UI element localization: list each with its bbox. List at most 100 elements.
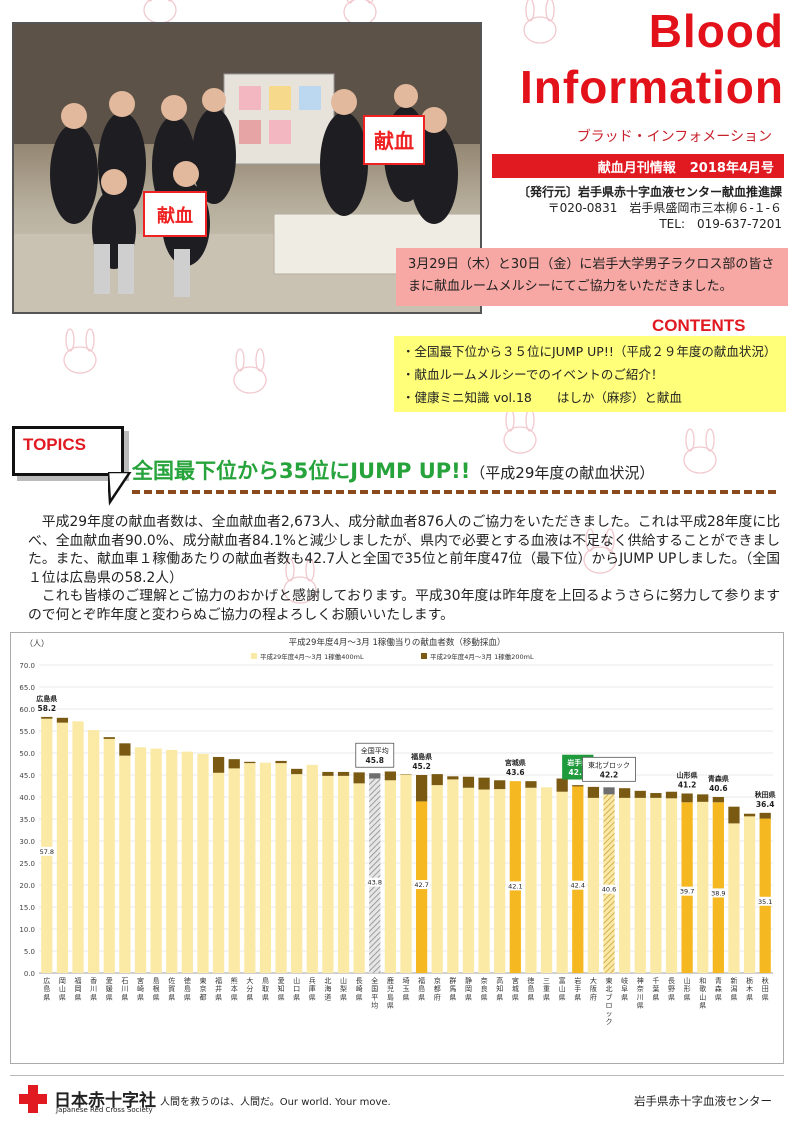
- x-tick-label: 宮崎県: [137, 976, 144, 1001]
- article-paragraph: これも皆様のご理解とご協力のおかげと感謝しております。平成30年度は昨年度を上回…: [28, 588, 780, 623]
- bar-400ml: [447, 779, 459, 973]
- annotation-label: 全国平均: [361, 746, 389, 755]
- bar-400ml: [212, 772, 225, 973]
- bar-400ml: [728, 823, 740, 973]
- annotation-label: 岩手県: [566, 758, 588, 767]
- x-tick-label: 千葉県: [652, 976, 659, 1001]
- bar-400ml: [431, 785, 443, 973]
- bar-400ml: [181, 751, 193, 973]
- annotation-value: 43.6: [506, 768, 525, 777]
- inner-label-bg: [679, 886, 696, 896]
- x-tick-label: 東京都: [199, 976, 206, 1001]
- x-tick-label: 福島県: [418, 976, 425, 1001]
- bar-400ml: [291, 774, 303, 973]
- x-tick-label: 佐賀県: [168, 976, 175, 1001]
- x-tick-label: 福岡県: [75, 976, 82, 1001]
- bar-200ml: [56, 717, 69, 723]
- x-tick-label: 和歌山県: [699, 976, 706, 1010]
- bar-400ml: [665, 798, 678, 973]
- topics-fold-icon: [108, 472, 132, 506]
- lacrosse-team-photo: 献血 献血: [12, 22, 482, 314]
- topics-headline: 全国最下位から35位にJUMP UP!!（平成29年度の献血状況）: [132, 455, 654, 485]
- inner-label-bg: [757, 896, 774, 906]
- article-paragraph: 平成29年度の献血者数は、全血献血者2,673人、成分献血者876人のご協力をい…: [28, 514, 780, 586]
- bar-400ml: [384, 780, 397, 973]
- inner-value-label: 57.8: [40, 848, 54, 856]
- y-tick-label: 40.0: [19, 794, 35, 802]
- annotation-label: 青森県: [708, 774, 729, 783]
- bar-400ml: [587, 797, 600, 973]
- footer-org-name: 日本赤十字社: [54, 1091, 156, 1111]
- issue-bar: 献血月刊情報 2018年4月号: [492, 154, 784, 178]
- bar-200ml: [634, 790, 646, 798]
- x-tick-label: 宮城県: [512, 976, 519, 1001]
- bar-400ml: [759, 818, 771, 973]
- x-tick-label: 埼玉県: [403, 976, 410, 1001]
- annotation-label: 秋田県: [755, 790, 776, 799]
- masthead-title-information: Information: [520, 61, 784, 113]
- bar-400ml: [56, 722, 69, 973]
- x-tick-label: 青森県: [715, 976, 722, 1001]
- y-tick-label: 5.0: [24, 948, 35, 956]
- y-tick-label: 50.0: [19, 750, 35, 758]
- x-tick-label: 新潟県: [730, 976, 737, 1001]
- bar-200ml: [462, 776, 475, 788]
- inner-label-bg: [569, 880, 586, 890]
- x-tick-label: 兵庫県: [309, 976, 316, 1001]
- x-tick-label: 愛媛県: [106, 976, 113, 1001]
- inner-value-label: 43.8: [368, 879, 382, 887]
- y-tick-label: 60.0: [19, 706, 35, 714]
- y-tick-label: 25.0: [19, 860, 35, 868]
- x-tick-label: 石川県: [121, 977, 128, 1001]
- inner-value-label: 38.9: [711, 889, 725, 897]
- bar-400ml: [509, 781, 521, 973]
- legend-swatch: [421, 653, 427, 659]
- annotation-value: 45.8: [366, 756, 385, 765]
- bar-200ml: [665, 791, 678, 799]
- x-tick-label: 広島県: [43, 976, 50, 1001]
- bar-200ml: [712, 797, 724, 803]
- footer-divider: [10, 1075, 784, 1076]
- publisher-org: 〔発行元〕岩手県赤十字血液センター献血推進課: [517, 185, 782, 199]
- x-tick-label: 大阪府: [590, 976, 597, 1001]
- bar-200ml: [447, 776, 459, 780]
- y-tick-label: 0.0: [24, 970, 35, 978]
- contents-title: CONTENTS: [652, 316, 746, 335]
- bar-400ml: [478, 789, 490, 973]
- bar-200ml: [494, 780, 506, 790]
- legend-label: 平成29年度4月～3月 1稼働400mL: [260, 652, 364, 661]
- bar-200ml: [415, 775, 428, 802]
- footer-center-name: 岩手県赤十字血液センター: [634, 1094, 772, 1108]
- bar-200ml: [587, 786, 600, 798]
- x-tick-label: 山梨県: [340, 976, 347, 1001]
- inner-value-label: 42.4: [571, 882, 585, 890]
- topics-label: TOPICS: [23, 435, 86, 454]
- inner-label-bg: [710, 888, 727, 898]
- bar-200ml: [337, 771, 350, 776]
- masthead-title-blood: Blood: [648, 5, 784, 57]
- bar-400ml: [72, 721, 84, 973]
- inner-label-bg: [366, 877, 383, 887]
- bar-400ml: [697, 801, 709, 973]
- footer-slogan: 人間を救うのは、人間だ。Our world. Your move.: [160, 1097, 391, 1108]
- x-tick-label: 愛知県: [278, 976, 285, 1001]
- y-tick-label: 35.0: [19, 816, 35, 824]
- bar-200ml: [697, 794, 709, 802]
- x-tick-label: 徳島県: [184, 976, 191, 1001]
- bar-400ml: [712, 802, 724, 973]
- bar-400ml: [103, 738, 115, 973]
- x-tick-label: 栃木県: [746, 976, 753, 1001]
- annotation-value: 36.4: [756, 800, 775, 809]
- bar-200ml: [478, 777, 490, 790]
- x-tick-label: 熊本県: [231, 976, 238, 1001]
- x-tick-label: 香川県: [90, 976, 97, 1001]
- bar-200ml: [650, 793, 662, 798]
- y-tick-label: 65.0: [19, 684, 35, 692]
- y-tick-label: 20.0: [19, 882, 35, 890]
- x-tick-label: 北海道: [324, 977, 331, 1001]
- bar-200ml: [681, 793, 693, 803]
- chart-title: 平成29年度4月～3月 1稼働当りの献血者数（移動採血）: [289, 637, 506, 648]
- bar-200ml: [41, 716, 53, 719]
- x-tick-label: 島根県: [153, 976, 160, 1001]
- headline-divider: [132, 490, 776, 494]
